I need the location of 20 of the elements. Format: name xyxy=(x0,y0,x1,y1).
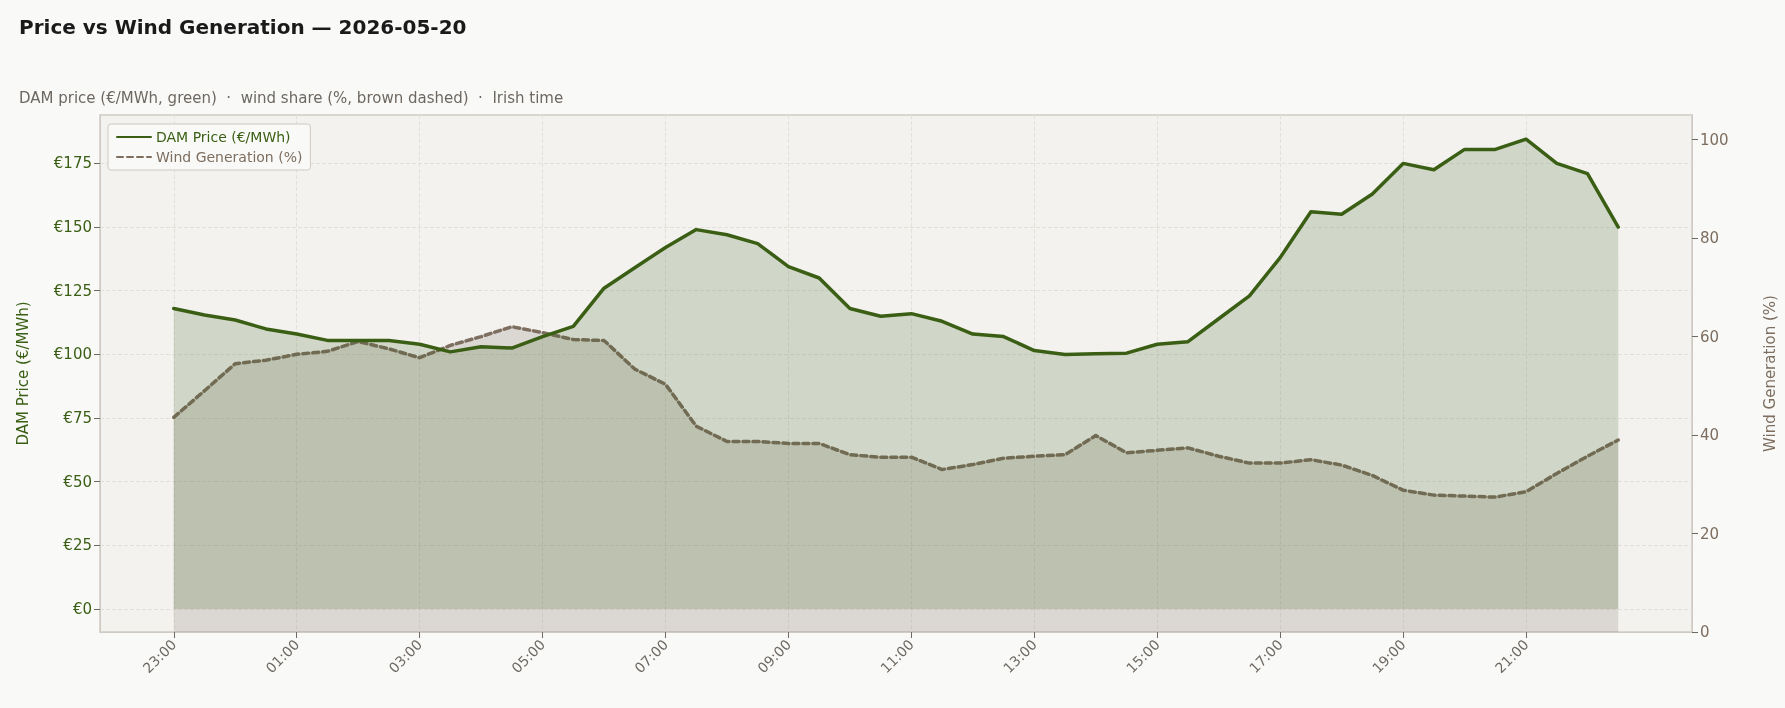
y-tick-label: €0 xyxy=(72,600,92,619)
y-tick-label: €25 xyxy=(63,536,92,555)
y2-axis-title: Wind Generation (%) xyxy=(1760,295,1779,452)
y2-tick-label: 80 xyxy=(1700,229,1720,248)
legend-label: DAM Price (€/MWh) xyxy=(156,129,291,145)
y-tick-label: €75 xyxy=(63,409,92,428)
y-tick-label: €125 xyxy=(53,281,92,300)
y2-tick-label: 40 xyxy=(1700,426,1720,445)
y-tick-label: €50 xyxy=(63,472,92,491)
y2-tick-label: 0 xyxy=(1700,623,1710,641)
y-axis-title: DAM Price (€/MWh) xyxy=(13,301,32,446)
y-tick-label: €100 xyxy=(53,345,92,364)
chart-subtitle: DAM price (€/MWh, green) · wind share (%, brown dashed) · Irish time xyxy=(19,88,564,107)
y2-tick-label: 20 xyxy=(1700,524,1720,543)
y-tick-label: €150 xyxy=(53,218,92,237)
y-tick-label: €175 xyxy=(53,154,92,173)
chart-title: Price vs Wind Generation — 2026-05-20 xyxy=(19,15,467,39)
legend-label: Wind Generation (%) xyxy=(156,149,303,165)
y2-tick-label: 100 xyxy=(1700,130,1729,149)
y2-tick-label: 60 xyxy=(1700,327,1720,346)
